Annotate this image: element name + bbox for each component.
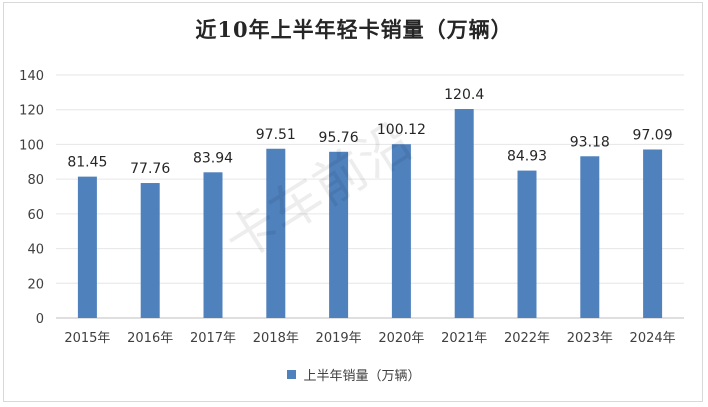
- legend-label: 上半年销量（万辆）: [303, 369, 421, 384]
- y-tick-label: 100: [19, 138, 44, 153]
- data-label: 84.93: [507, 149, 547, 165]
- bars: [77, 109, 663, 319]
- data-label: 77.76: [130, 161, 170, 177]
- bar: [329, 151, 349, 318]
- x-tick-label: 2024年: [630, 331, 676, 346]
- bar: [517, 170, 537, 318]
- x-tick-label: 2023年: [567, 331, 613, 346]
- x-tick-label: 2022年: [504, 331, 550, 346]
- x-tick-label: 2017年: [190, 331, 236, 346]
- chart-title: 近10年上半年轻卡销量（万辆）: [195, 17, 513, 42]
- legend: 上半年销量（万辆）: [0, 365, 708, 384]
- x-tick-label: 2021年: [441, 331, 487, 346]
- y-tick-label: 60: [27, 208, 44, 223]
- bar: [140, 183, 160, 318]
- x-tick-label: 2016年: [127, 331, 173, 346]
- bar: [203, 172, 223, 318]
- bar: [580, 156, 600, 318]
- data-label: 97.09: [633, 127, 673, 143]
- bar: [266, 148, 286, 318]
- bar: [391, 144, 411, 318]
- data-label: 81.45: [67, 155, 107, 171]
- x-tick-label: 2020年: [378, 331, 424, 346]
- bar: [454, 109, 474, 319]
- x-tick-label: 2015年: [64, 331, 110, 346]
- data-label: 120.4: [444, 87, 484, 103]
- x-axis: 2015年 2016年 2017年 2018年 2019年 2020年 2021年 2022年…: [64, 331, 675, 346]
- bar: [643, 149, 663, 318]
- x-tick-label: 2019年: [316, 331, 362, 346]
- y-tick-label: 0: [36, 312, 44, 327]
- data-label: 97.51: [256, 127, 296, 143]
- data-label: 93.18: [570, 134, 610, 150]
- data-label: 100.12: [377, 122, 426, 138]
- x-tick-label: 2018年: [253, 331, 299, 346]
- y-tick-label: 80: [27, 173, 44, 188]
- bar: [77, 176, 97, 318]
- y-tick-label: 20: [27, 277, 44, 292]
- data-label: 83.94: [193, 150, 233, 166]
- data-label: 95.76: [319, 130, 359, 146]
- y-tick-label: 40: [27, 243, 44, 258]
- legend-swatch: [287, 370, 297, 379]
- y-tick-label: 140: [19, 69, 44, 84]
- y-tick-label: 120: [19, 104, 44, 119]
- gridlines: [56, 74, 684, 319]
- data-labels: 81.45 77.76 83.94 97.51 95.76 100.12 120.4 84.9…: [67, 87, 672, 177]
- y-axis: 0 20 40 60 80 100 120 140: [19, 69, 44, 327]
